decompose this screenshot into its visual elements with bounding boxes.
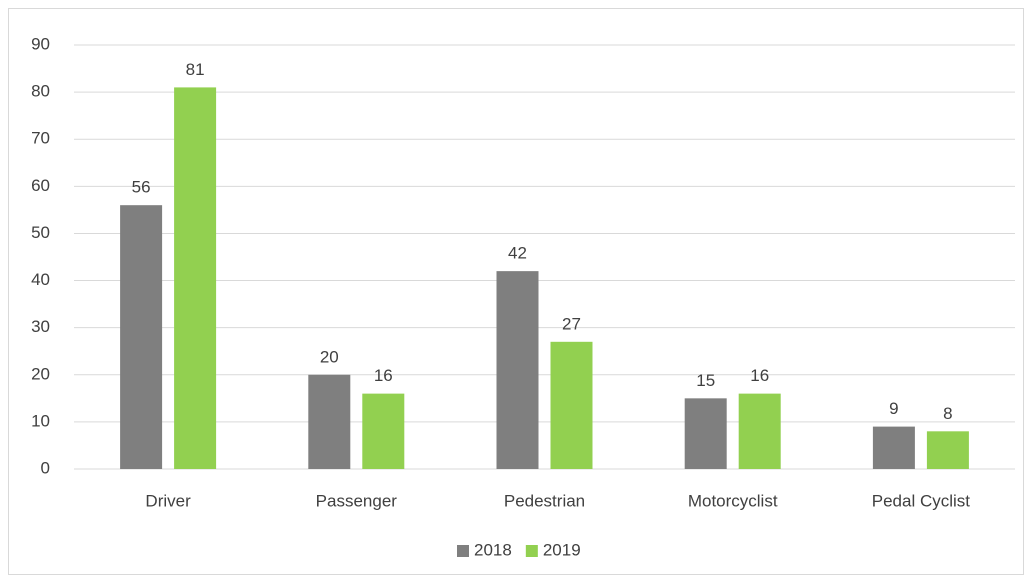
data-label: 81 [186,60,205,79]
bar [496,271,539,469]
data-label: 27 [562,314,581,333]
legend-label: 2019 [543,540,581,559]
y-tick-label: 40 [31,270,50,289]
bar [684,398,727,469]
data-label: 8 [943,404,952,423]
data-label: 56 [132,178,151,197]
x-tick-label: Driver [145,491,191,510]
bar [308,374,351,469]
y-tick-label: 90 [31,34,50,53]
y-tick-label: 10 [31,411,50,430]
bar [926,431,969,469]
y-tick-label: 70 [31,129,50,148]
x-tick-label: Passenger [316,491,398,510]
bar [174,87,217,470]
y-tick-label: 50 [31,223,50,242]
data-label: 15 [696,371,715,390]
legend-swatch [525,545,538,557]
x-tick-label: Pedestrian [504,491,585,510]
data-label: 42 [508,244,527,263]
bar [872,426,915,469]
x-tick-label: Motorcyclist [688,491,778,510]
y-tick-label: 30 [31,317,50,336]
y-tick-label: 20 [31,364,50,383]
data-label: 16 [374,366,393,385]
bar [738,393,781,469]
x-tick-label: Pedal Cyclist [872,491,971,510]
y-tick-label: 0 [41,458,50,477]
bar [550,341,593,469]
data-label: 20 [320,347,339,366]
data-label: 16 [750,366,769,385]
y-tick-label: 60 [31,176,50,195]
legend-label: 2018 [474,540,512,559]
bar [120,205,163,469]
legend-swatch [457,545,469,557]
data-label: 9 [889,399,898,418]
bar [362,393,405,469]
y-tick-label: 80 [31,82,50,101]
